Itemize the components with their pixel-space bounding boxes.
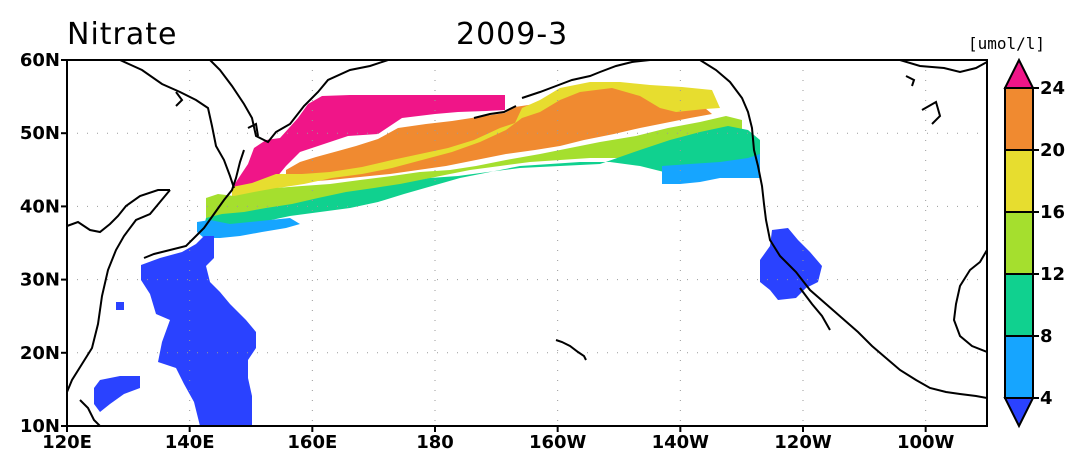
x-tick-label: 140W: [652, 432, 710, 453]
coastline-east-china: [67, 189, 170, 234]
y-tick-label: 10N: [20, 416, 60, 437]
colorbar-segment: [1004, 211, 1034, 275]
coastline-hudson-north: [899, 60, 987, 74]
coastline-aleutians: [473, 105, 517, 119]
coastline-gulf-of-mexico: [952, 249, 987, 353]
x-tick-label: 100W: [897, 432, 955, 453]
x-tick-label: 160E: [287, 432, 337, 453]
colorbar-bottom-triangle: [1003, 397, 1035, 429]
coastline-islands-ne: [905, 75, 942, 125]
y-tick-label: 20N: [20, 343, 60, 364]
colorbar-unit: [umol/l]: [968, 34, 1045, 53]
colorbar-segment: [1004, 149, 1034, 213]
nitrate-region-deepblue-east: [760, 228, 822, 300]
nitrate-patches: [94, 82, 822, 426]
coastline-korea-china: [67, 189, 171, 393]
coastline-baja: [799, 287, 831, 331]
coastlines: [67, 60, 987, 426]
x-tick-label: 120E: [42, 432, 92, 453]
colorbar-label: 20: [1040, 140, 1065, 161]
y-tick-label: 50N: [20, 123, 60, 144]
coastline-north-america: [699, 60, 987, 399]
x-axis: 120E 140E 160E 180 160W 140W 120W 100W: [42, 426, 955, 453]
colorbar-label: 16: [1040, 202, 1065, 223]
nitrate-region-deepblue-dot: [116, 302, 124, 310]
nitrate-region-yellow: [232, 82, 720, 196]
colorbar: [umol/l] 4 8 12 16 20 24: [968, 34, 1065, 429]
x-tick-label: 140E: [165, 432, 215, 453]
colorbar-label: 8: [1040, 326, 1053, 347]
y-axis: 10N 20N 30N 40N 50N 60N: [20, 50, 67, 437]
colorbar-segment: [1004, 335, 1034, 399]
colorbar-segment: [1004, 87, 1034, 151]
map-title: Nitrate: [67, 17, 177, 52]
nitrate-region-deepblue-west: [141, 236, 256, 426]
plot-frame: [66, 59, 988, 427]
x-tick-label: 120W: [774, 432, 832, 453]
colorbar-label: 24: [1040, 78, 1065, 99]
coastline-north-asia: [119, 60, 235, 189]
graticule: [67, 60, 987, 426]
coastline-kamchatka-okhotsk: [209, 60, 389, 144]
coastline-japan: [143, 149, 245, 259]
colorbar-label: 4: [1040, 388, 1053, 409]
nitrate-region-teal: [204, 126, 760, 232]
nitrate-region-pink: [232, 95, 505, 188]
coastline-philippines: [79, 399, 101, 426]
y-tick-label: 60N: [20, 50, 60, 71]
colorbar-top-triangle: [1003, 57, 1035, 89]
nitrate-region-lightblue-east: [662, 154, 760, 184]
y-tick-label: 30N: [20, 270, 60, 291]
nitrate-region-deepblue-small: [94, 376, 140, 412]
x-tick-label: 160W: [529, 432, 587, 453]
coastline-hawaii: [555, 339, 587, 361]
coastline-alaska: [521, 60, 651, 99]
nitrate-region-lightblue: [197, 218, 300, 238]
map-date: 2009-3: [456, 17, 568, 52]
colorbar-label: 12: [1040, 264, 1065, 285]
x-tick-label: 180: [416, 432, 454, 453]
colorbar-segment: [1004, 273, 1034, 337]
y-tick-label: 40N: [20, 196, 60, 217]
coastline-sakhalin: [175, 91, 259, 137]
